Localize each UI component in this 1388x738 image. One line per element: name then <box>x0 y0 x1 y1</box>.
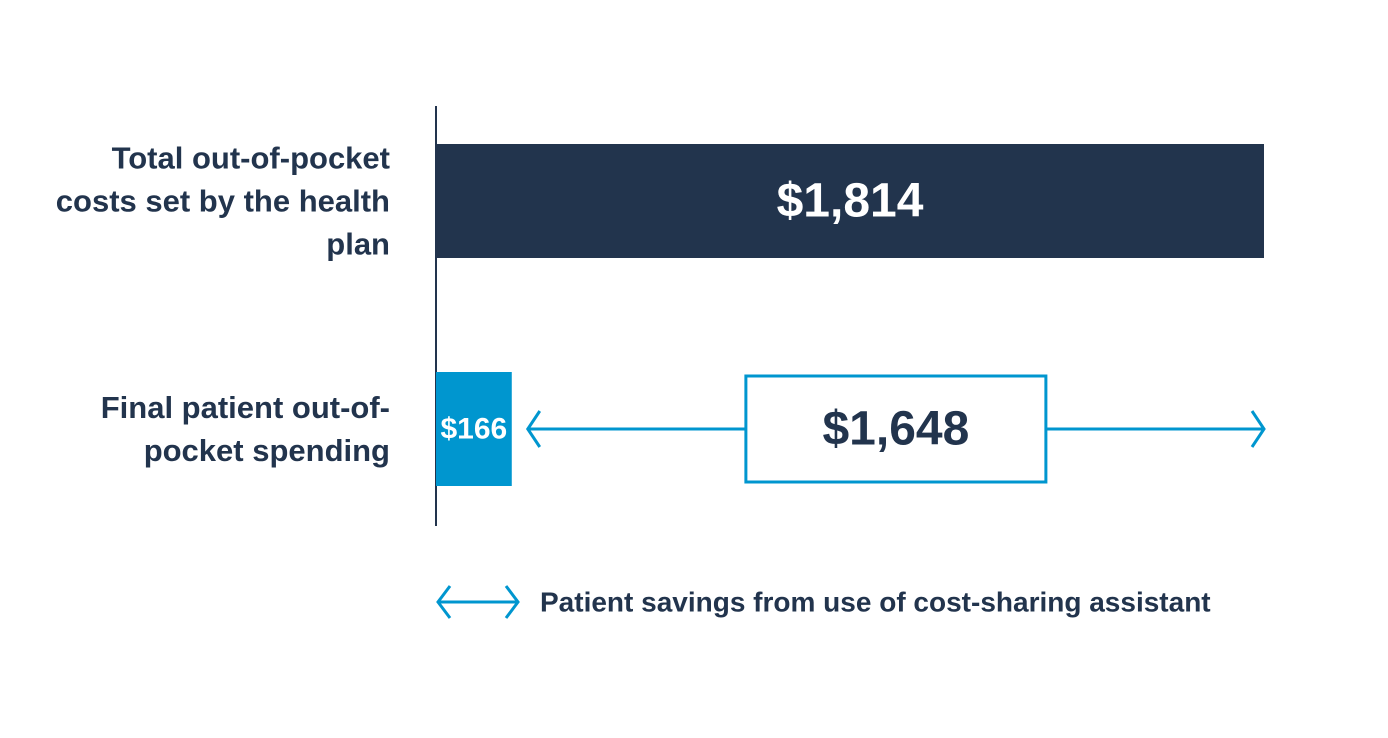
legend-arrow-head <box>504 585 520 619</box>
category-label: Final patient out-of-pocket spending <box>100 390 390 468</box>
arrow-head <box>525 410 542 448</box>
bar <box>436 372 512 486</box>
savings-label: $1,648 <box>822 403 969 456</box>
legend-label: Patient savings from use of cost-sharing… <box>540 587 1211 618</box>
category-label: Total out-of-pocket costs set by the hea… <box>55 140 390 262</box>
arrow-head <box>1250 410 1266 448</box>
bar <box>436 144 1264 258</box>
value-label: $166 <box>441 413 508 446</box>
legend-arrow-head <box>436 585 452 619</box>
savings-box <box>744 374 1048 484</box>
value-label: $1,814 <box>777 175 924 228</box>
